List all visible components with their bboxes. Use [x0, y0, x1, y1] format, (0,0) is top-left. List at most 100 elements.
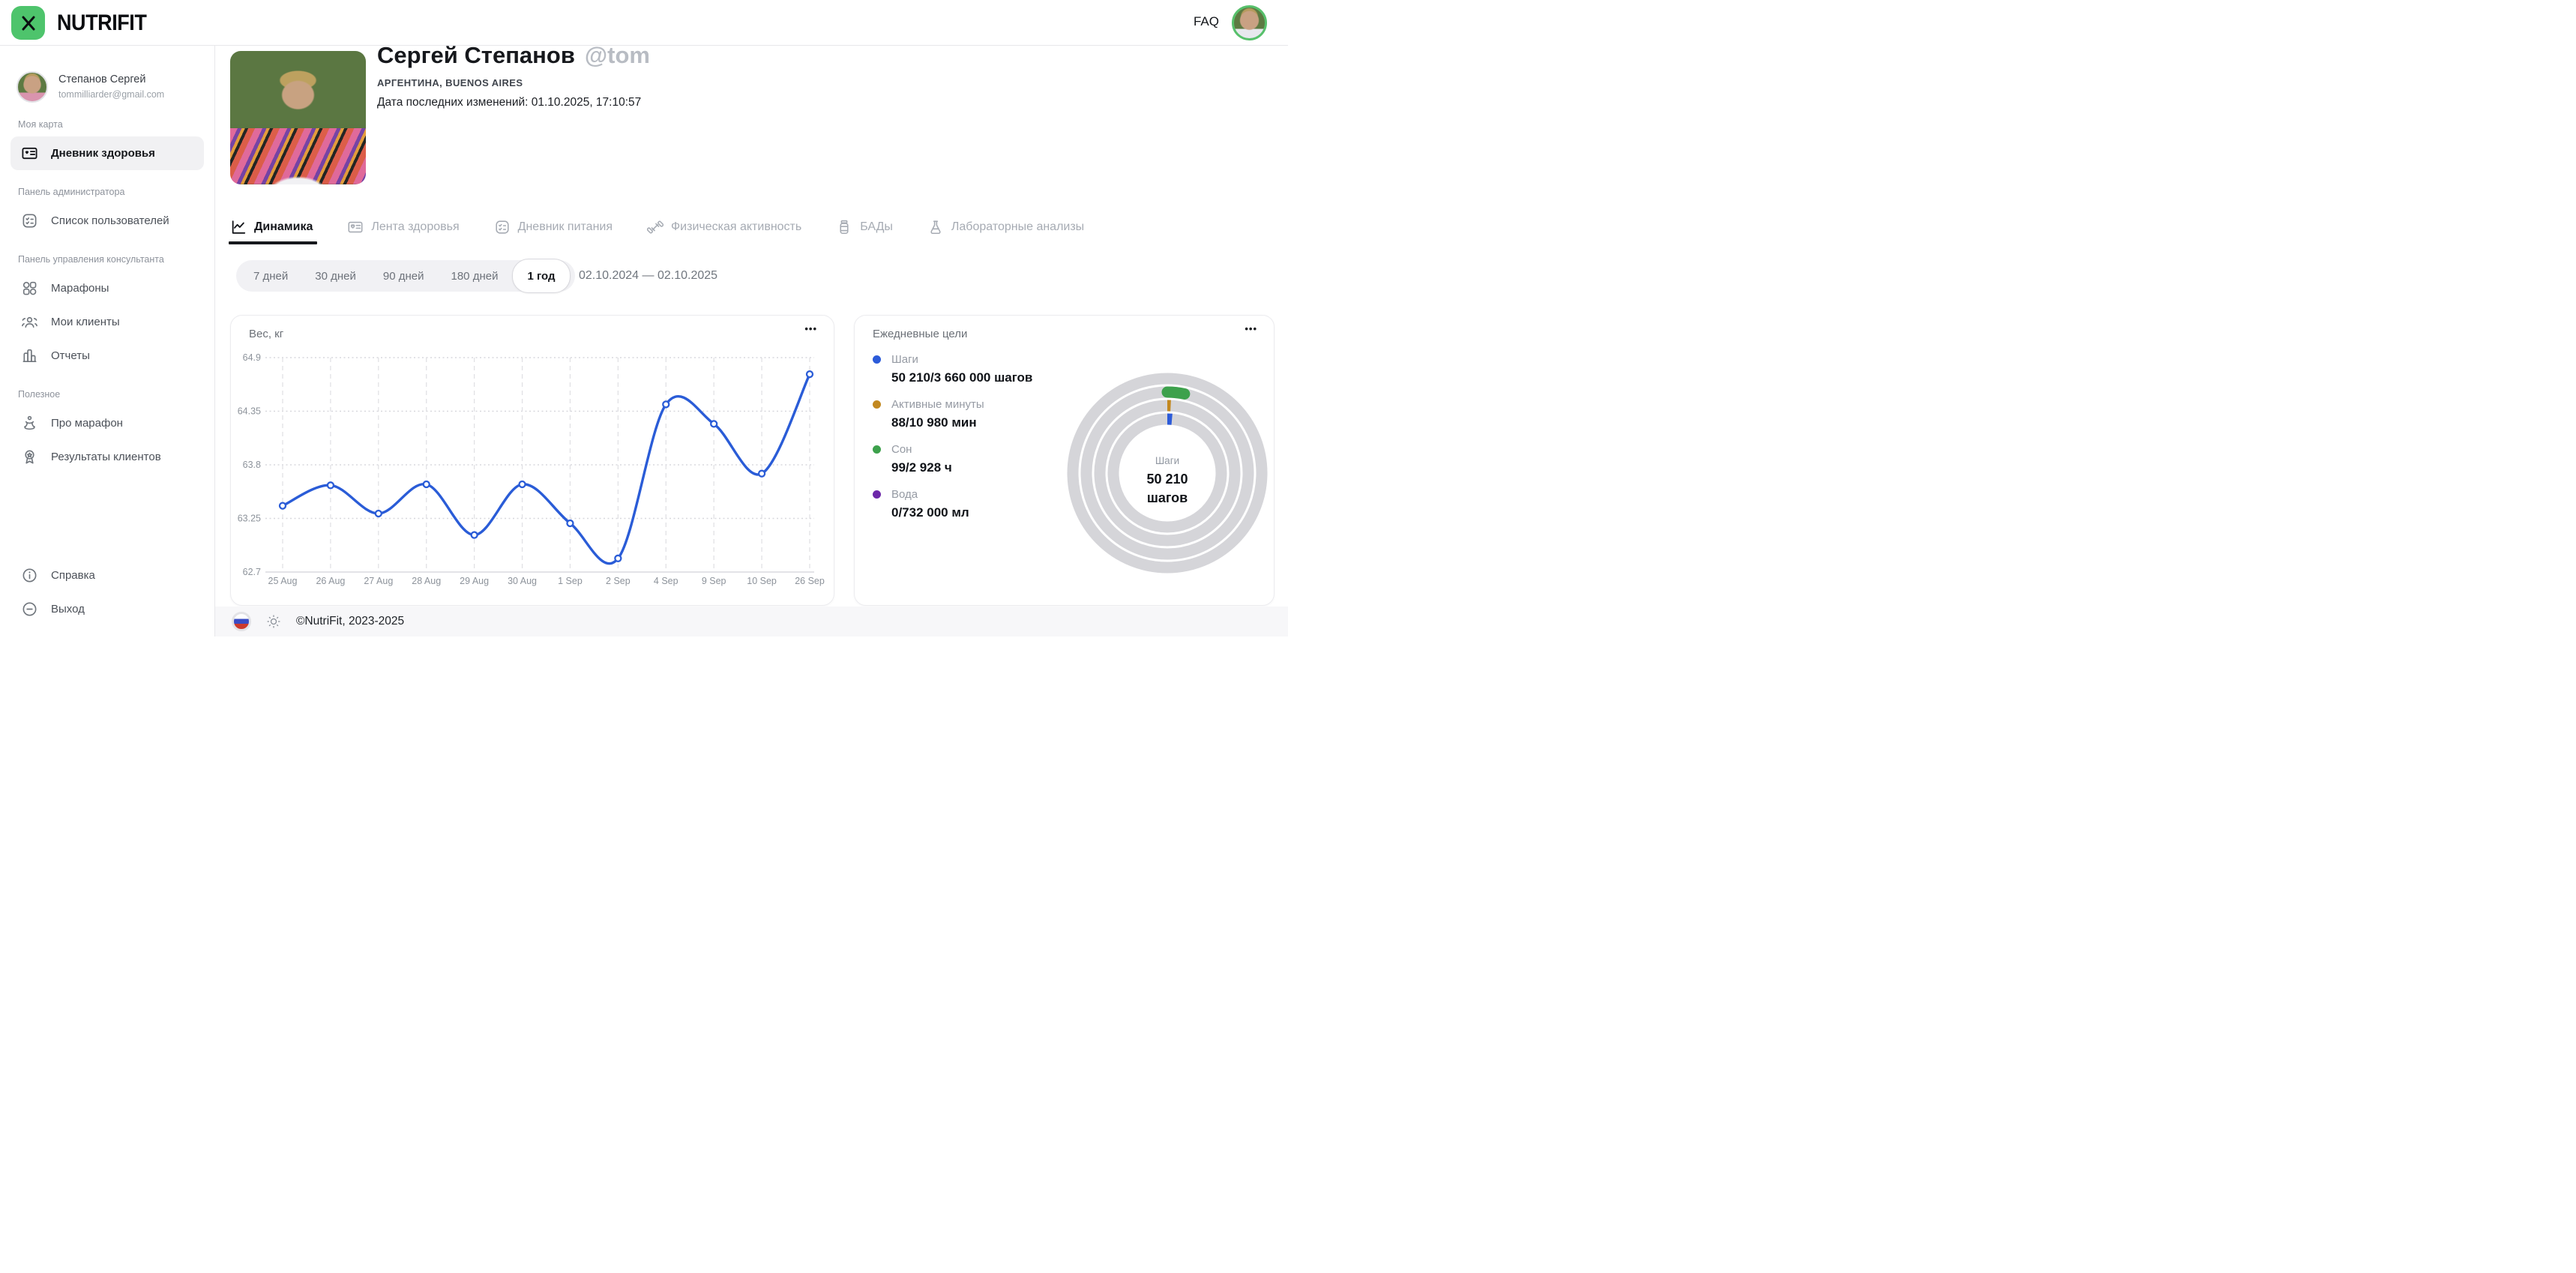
sidebar: Степанов Сергей tommilliarder@gmail.com …	[0, 46, 215, 636]
profile-username: @tom	[584, 42, 650, 68]
tab-dynamics[interactable]: Динамика	[228, 211, 318, 244]
daily-goals-card: Ежедневные цели ••• Шаги 50 210/3 660 00…	[854, 315, 1275, 606]
goal-label: Активные минуты	[891, 398, 984, 411]
tab-label: Дневник питания	[517, 220, 613, 233]
svg-text:28 Aug: 28 Aug	[412, 576, 441, 586]
dumbbell-icon	[647, 220, 663, 234]
weight-chart-card: Вес, кг ••• 64.9 64.35 63.8 63.25 62.7 25 Aug…	[230, 315, 834, 606]
tab-supplements[interactable]: БАДы	[836, 211, 893, 243]
more-options-icon[interactable]: •••	[804, 323, 817, 334]
goal-label: Сон	[891, 443, 912, 456]
goal-value: 50 210/3 660 000 шагов	[891, 370, 1033, 385]
sidebar-section-label: Моя карта	[18, 119, 63, 130]
card-title: Ежедневные цели	[873, 328, 968, 340]
goal-value: 99/2 928 ч	[891, 460, 952, 475]
sidebar-item-label: Список пользователей	[51, 214, 169, 227]
range-option-1y[interactable]: 1 год	[512, 259, 571, 293]
close-icon	[22, 16, 34, 30]
tab-label: Динамика	[254, 220, 313, 233]
checklist-icon	[496, 220, 509, 234]
svg-text:63.25: 63.25	[238, 514, 261, 524]
tab-label: Лабораторные анализы	[951, 220, 1085, 233]
reports-icon	[22, 349, 37, 362]
profile-name: Сергей Степанов	[377, 42, 575, 68]
tab-label: Физическая активность	[671, 220, 802, 233]
goal-active-minutes: Активные минуты 88/10 980 мин	[873, 398, 1098, 430]
svg-text:1 Sep: 1 Sep	[558, 576, 583, 586]
close-menu-button[interactable]	[11, 6, 45, 40]
profile-photo	[230, 51, 366, 184]
avatar	[16, 71, 48, 103]
profile-last-modified: Дата последних изменений: 01.10.2025, 17…	[377, 96, 642, 109]
range-option-180d[interactable]: 180 дней	[451, 269, 499, 283]
user-list-icon	[22, 214, 37, 228]
flask-icon	[930, 220, 941, 235]
tab-health-feed[interactable]: Лента здоровья	[347, 211, 460, 243]
supplement-jar-icon	[840, 220, 849, 235]
range-option-7d[interactable]: 7 дней	[253, 269, 289, 283]
svg-text:64.35: 64.35	[238, 406, 261, 417]
topbar: NUTRIFIT FAQ	[0, 0, 1288, 46]
tab-label: Лента здоровья	[371, 220, 460, 233]
svg-text:10 Sep: 10 Sep	[747, 576, 777, 586]
rings-center-value: 50 210	[1146, 472, 1188, 487]
info-icon	[22, 568, 37, 583]
svg-text:26 Sep: 26 Sep	[795, 576, 825, 586]
sidebar-item-my-clients[interactable]: Мои клиенты	[10, 305, 204, 339]
sidebar-section-label: Панель управления консультанта	[18, 254, 164, 265]
rings-center-unit: шагов	[1146, 490, 1188, 505]
avatar[interactable]	[1232, 5, 1267, 40]
sidebar-item-label: Результаты клиентов	[51, 451, 161, 463]
footer: ©NutriFit, 2023-2025	[215, 607, 1288, 636]
active-minutes-dot-icon	[873, 400, 881, 409]
svg-text:64.9: 64.9	[243, 352, 261, 363]
sidebar-section-label: Панель администратора	[18, 187, 125, 197]
selected-period: 02.10.2024 — 02.10.2025	[579, 269, 718, 282]
sidebar-user-card[interactable]: Степанов Сергей tommilliarder@gmail.com	[0, 46, 214, 103]
range-option-90d[interactable]: 90 дней	[382, 269, 424, 283]
about-marathon-icon	[24, 415, 35, 430]
sidebar-item-label: Отчеты	[51, 349, 90, 362]
sidebar-item-help[interactable]: Справка	[10, 559, 204, 592]
more-options-icon[interactable]: •••	[1245, 323, 1257, 334]
goal-value: 88/10 980 мин	[891, 415, 977, 430]
theme-sun-icon[interactable]	[266, 614, 281, 629]
sidebar-item-client-results[interactable]: Результаты клиентов	[10, 440, 204, 474]
tab-food-diary[interactable]: Дневник питания	[494, 211, 613, 243]
client-results-icon	[25, 450, 34, 464]
line-chart-icon	[232, 220, 246, 234]
rings-center-label: Шаги	[1155, 455, 1180, 466]
goal-label: Вода	[891, 488, 918, 501]
range-option-30d[interactable]: 30 дней	[315, 269, 356, 283]
goal-water: Вода 0/732 000 мл	[873, 488, 1098, 520]
progress-rings-chart	[1067, 373, 1268, 574]
svg-text:27 Aug: 27 Aug	[364, 576, 393, 586]
language-flag-ru-icon[interactable]	[232, 612, 251, 631]
water-dot-icon	[873, 490, 881, 499]
svg-text:25 Aug: 25 Aug	[268, 576, 298, 586]
tab-lab-tests[interactable]: Лабораторные анализы	[927, 211, 1084, 243]
sidebar-item-logout[interactable]: Выход	[10, 592, 204, 626]
faq-link[interactable]: FAQ	[1193, 14, 1219, 28]
tab-physical-activity[interactable]: Физическая активность	[647, 211, 801, 243]
clients-icon	[22, 316, 37, 328]
sidebar-item-user-list[interactable]: Список пользователей	[10, 204, 204, 238]
svg-text:30 Aug: 30 Aug	[508, 576, 537, 586]
brand-logo: NUTRIFIT	[57, 10, 147, 35]
date-range-selector: 7 дней 30 дней 90 дней 180 дней 1 год	[236, 259, 575, 293]
sidebar-item-health-diary[interactable]: Дневник здоровья	[10, 136, 204, 170]
sidebar-item-about-marathon[interactable]: Про марафон	[10, 406, 204, 440]
user-email: tommilliarder@gmail.com	[58, 89, 165, 100]
health-card-icon	[348, 221, 363, 233]
weight-line-chart: 64.9 64.35 63.8 63.25 62.7 25 Aug 26 Aug 27 Aug…	[238, 352, 825, 586]
sidebar-item-marathons[interactable]: Марафоны	[10, 271, 204, 305]
svg-text:29 Aug: 29 Aug	[460, 576, 489, 586]
user-name: Степанов Сергей	[58, 73, 146, 85]
rings-center-text: Шаги 50 210 шагов	[1107, 455, 1227, 506]
goal-label: Шаги	[891, 353, 918, 366]
svg-text:4 Sep: 4 Sep	[654, 576, 678, 586]
goal-value: 0/732 000 мл	[891, 505, 969, 520]
profile-tabs: Динамика Лента здоровья Дневник питания	[228, 211, 1084, 244]
sidebar-item-reports[interactable]: Отчеты	[10, 339, 204, 373]
copyright-text: ©NutriFit, 2023-2025	[296, 615, 405, 628]
